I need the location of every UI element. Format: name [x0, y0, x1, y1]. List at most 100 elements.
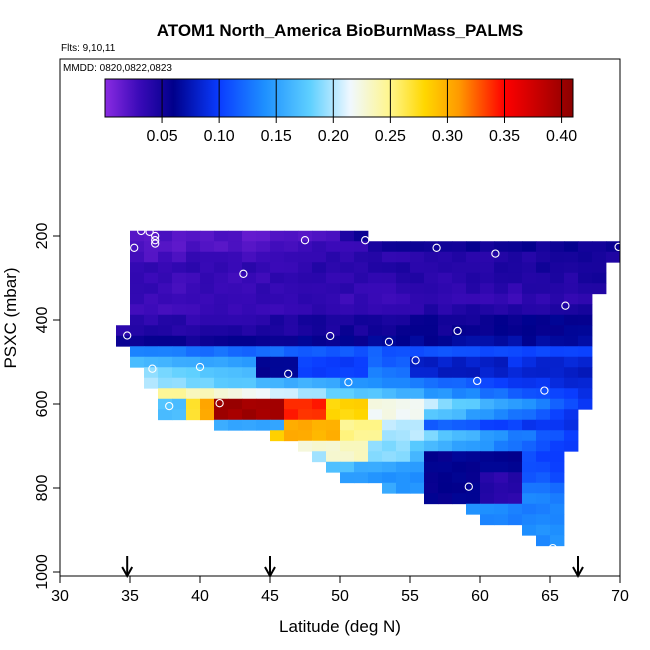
heatmap-cell: [200, 262, 215, 274]
heatmap-cell: [368, 356, 383, 368]
heatmap-cell: [438, 272, 453, 284]
heatmap-cell: [270, 377, 285, 389]
heatmap-cell: [410, 262, 425, 274]
heatmap-cell: [284, 304, 299, 316]
heatmap-cell: [200, 367, 215, 379]
heatmap-cell: [550, 524, 565, 536]
sample-point: [300, 236, 310, 245]
heatmap-cell: [354, 314, 369, 326]
heatmap-cell: [368, 440, 383, 452]
heatmap-cell: [382, 356, 397, 368]
heatmap-cell: [466, 367, 481, 379]
heatmap-cell: [424, 409, 439, 421]
heatmap-cell: [606, 251, 621, 263]
heatmap-cell: [536, 377, 551, 389]
heatmap-cell: [438, 251, 453, 263]
heatmap-cell: [564, 356, 579, 368]
heatmap-cell: [298, 325, 313, 337]
heatmap-cell: [564, 377, 579, 389]
heatmap-cell: [564, 272, 579, 284]
heatmap-cell: [130, 325, 145, 337]
x-tick-label: 70: [611, 588, 629, 605]
heatmap-cell: [424, 472, 439, 484]
heatmap-cell: [298, 293, 313, 305]
heatmap-cell: [256, 377, 271, 389]
heatmap-cell: [326, 398, 341, 410]
heatmap-cell: [466, 388, 481, 400]
heatmap-cell: [508, 251, 523, 263]
heatmap-cell: [270, 241, 285, 253]
heatmap-cell: [214, 272, 229, 284]
heatmap-cell: [326, 262, 341, 274]
heatmap-cell: [494, 419, 509, 431]
heatmap-cell: [480, 398, 495, 410]
heatmap-cell: [214, 409, 229, 421]
heatmap-cell: [186, 335, 201, 347]
heatmap-cell: [312, 346, 327, 358]
heatmap-cell: [172, 346, 187, 358]
heatmap-cell: [214, 251, 229, 263]
heatmap-cell: [228, 367, 243, 379]
x-axis: 30 35 40 45 50 55 60 65 70: [51, 576, 629, 605]
heatmap-cell: [158, 335, 173, 347]
heatmap-cell: [256, 230, 271, 242]
heatmap-cell: [424, 346, 439, 358]
heatmap-cell: [494, 440, 509, 452]
heatmap-cell: [592, 272, 607, 284]
heatmap-cell: [354, 472, 369, 484]
heatmap-cell: [410, 346, 425, 358]
heatmap-cell: [242, 388, 257, 400]
heatmap-cell: [424, 272, 439, 284]
heatmap-cell: [550, 472, 565, 484]
heatmap-cell: [424, 356, 439, 368]
heatmap-cell: [340, 251, 355, 263]
heatmap-cell: [354, 335, 369, 347]
heatmap-cell: [592, 251, 607, 263]
heatmap-cell: [550, 251, 565, 263]
heatmap-cell: [550, 325, 565, 337]
heatmap-cell: [312, 325, 327, 337]
heatmap-cell: [200, 293, 215, 305]
heatmap-cell: [410, 304, 425, 316]
heatmap-cell: [200, 314, 215, 326]
heatmap-cell: [368, 272, 383, 284]
heatmap-cell: [494, 461, 509, 473]
heatmap-cell: [438, 440, 453, 452]
heatmap-cell: [256, 398, 271, 410]
sample-point: [148, 364, 157, 373]
heatmap-cell: [256, 335, 271, 347]
sample-point: [195, 362, 205, 372]
heatmap-cell: [340, 451, 355, 463]
heatmap-cell: [382, 293, 397, 305]
heatmap-cell: [298, 346, 313, 358]
heatmap-cell: [228, 272, 243, 284]
heatmap-cell: [494, 314, 509, 326]
heatmap-cell: [452, 461, 467, 473]
heatmap-cell: [480, 472, 495, 484]
heatmap-cell: [382, 367, 397, 379]
heatmap-cell: [550, 451, 565, 463]
heatmap-cell: [550, 503, 565, 515]
heatmap-cell: [550, 367, 565, 379]
heatmap-cell: [536, 251, 551, 263]
colorbar-tick-label: 0.35: [489, 128, 520, 145]
heatmap-cell: [592, 262, 607, 274]
heatmap-cell: [578, 272, 593, 284]
heatmap-cell: [578, 325, 593, 337]
heatmap-cell: [228, 262, 243, 274]
colorbar-tick-label: 0.20: [318, 128, 349, 145]
heatmap-cell: [130, 230, 145, 242]
heatmap-cell: [438, 482, 453, 494]
heatmap-cell: [172, 409, 187, 421]
heatmap-cell: [438, 356, 453, 368]
y-axis-label: PSXC (mbar): [1, 267, 20, 368]
heatmap-cell: [368, 377, 383, 389]
heatmap-cell: [480, 325, 495, 337]
heatmap-cell: [158, 367, 173, 379]
sample-point: [614, 242, 623, 252]
heatmap-cell: [522, 482, 537, 494]
heatmap-cell: [424, 283, 439, 295]
heatmap-cell: [284, 388, 299, 400]
flight-arrows: [121, 556, 584, 579]
heatmap-cell: [522, 524, 537, 536]
